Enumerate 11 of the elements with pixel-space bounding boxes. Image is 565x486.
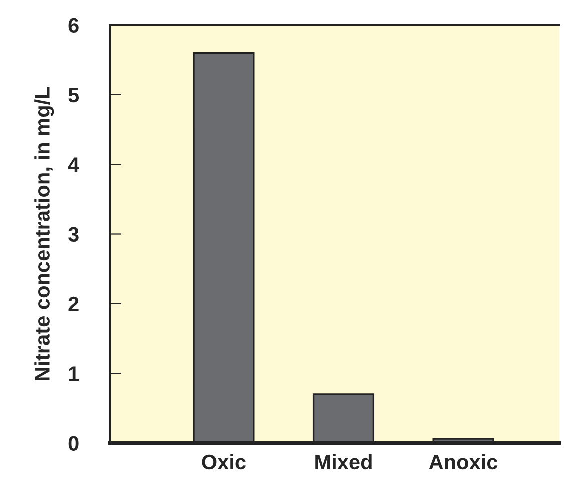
y-tick-label: 3 [68,227,79,242]
y-tick-label: 2 [68,296,79,312]
x-tick-label: Mixed [316,454,372,470]
y-tick-label: 5 [68,88,80,103]
x-tick-label: Oxic [202,454,246,470]
y-tick-label: 4 [68,158,80,172]
y-tick-label: 6 [68,18,79,34]
y-axis-title: Nitrate concentration, in mg/L [34,87,54,380]
y-tick-label: 1 [69,366,80,382]
x-tick-label: Anoxic [429,454,498,470]
y-tick-label: 0 [68,436,79,451]
